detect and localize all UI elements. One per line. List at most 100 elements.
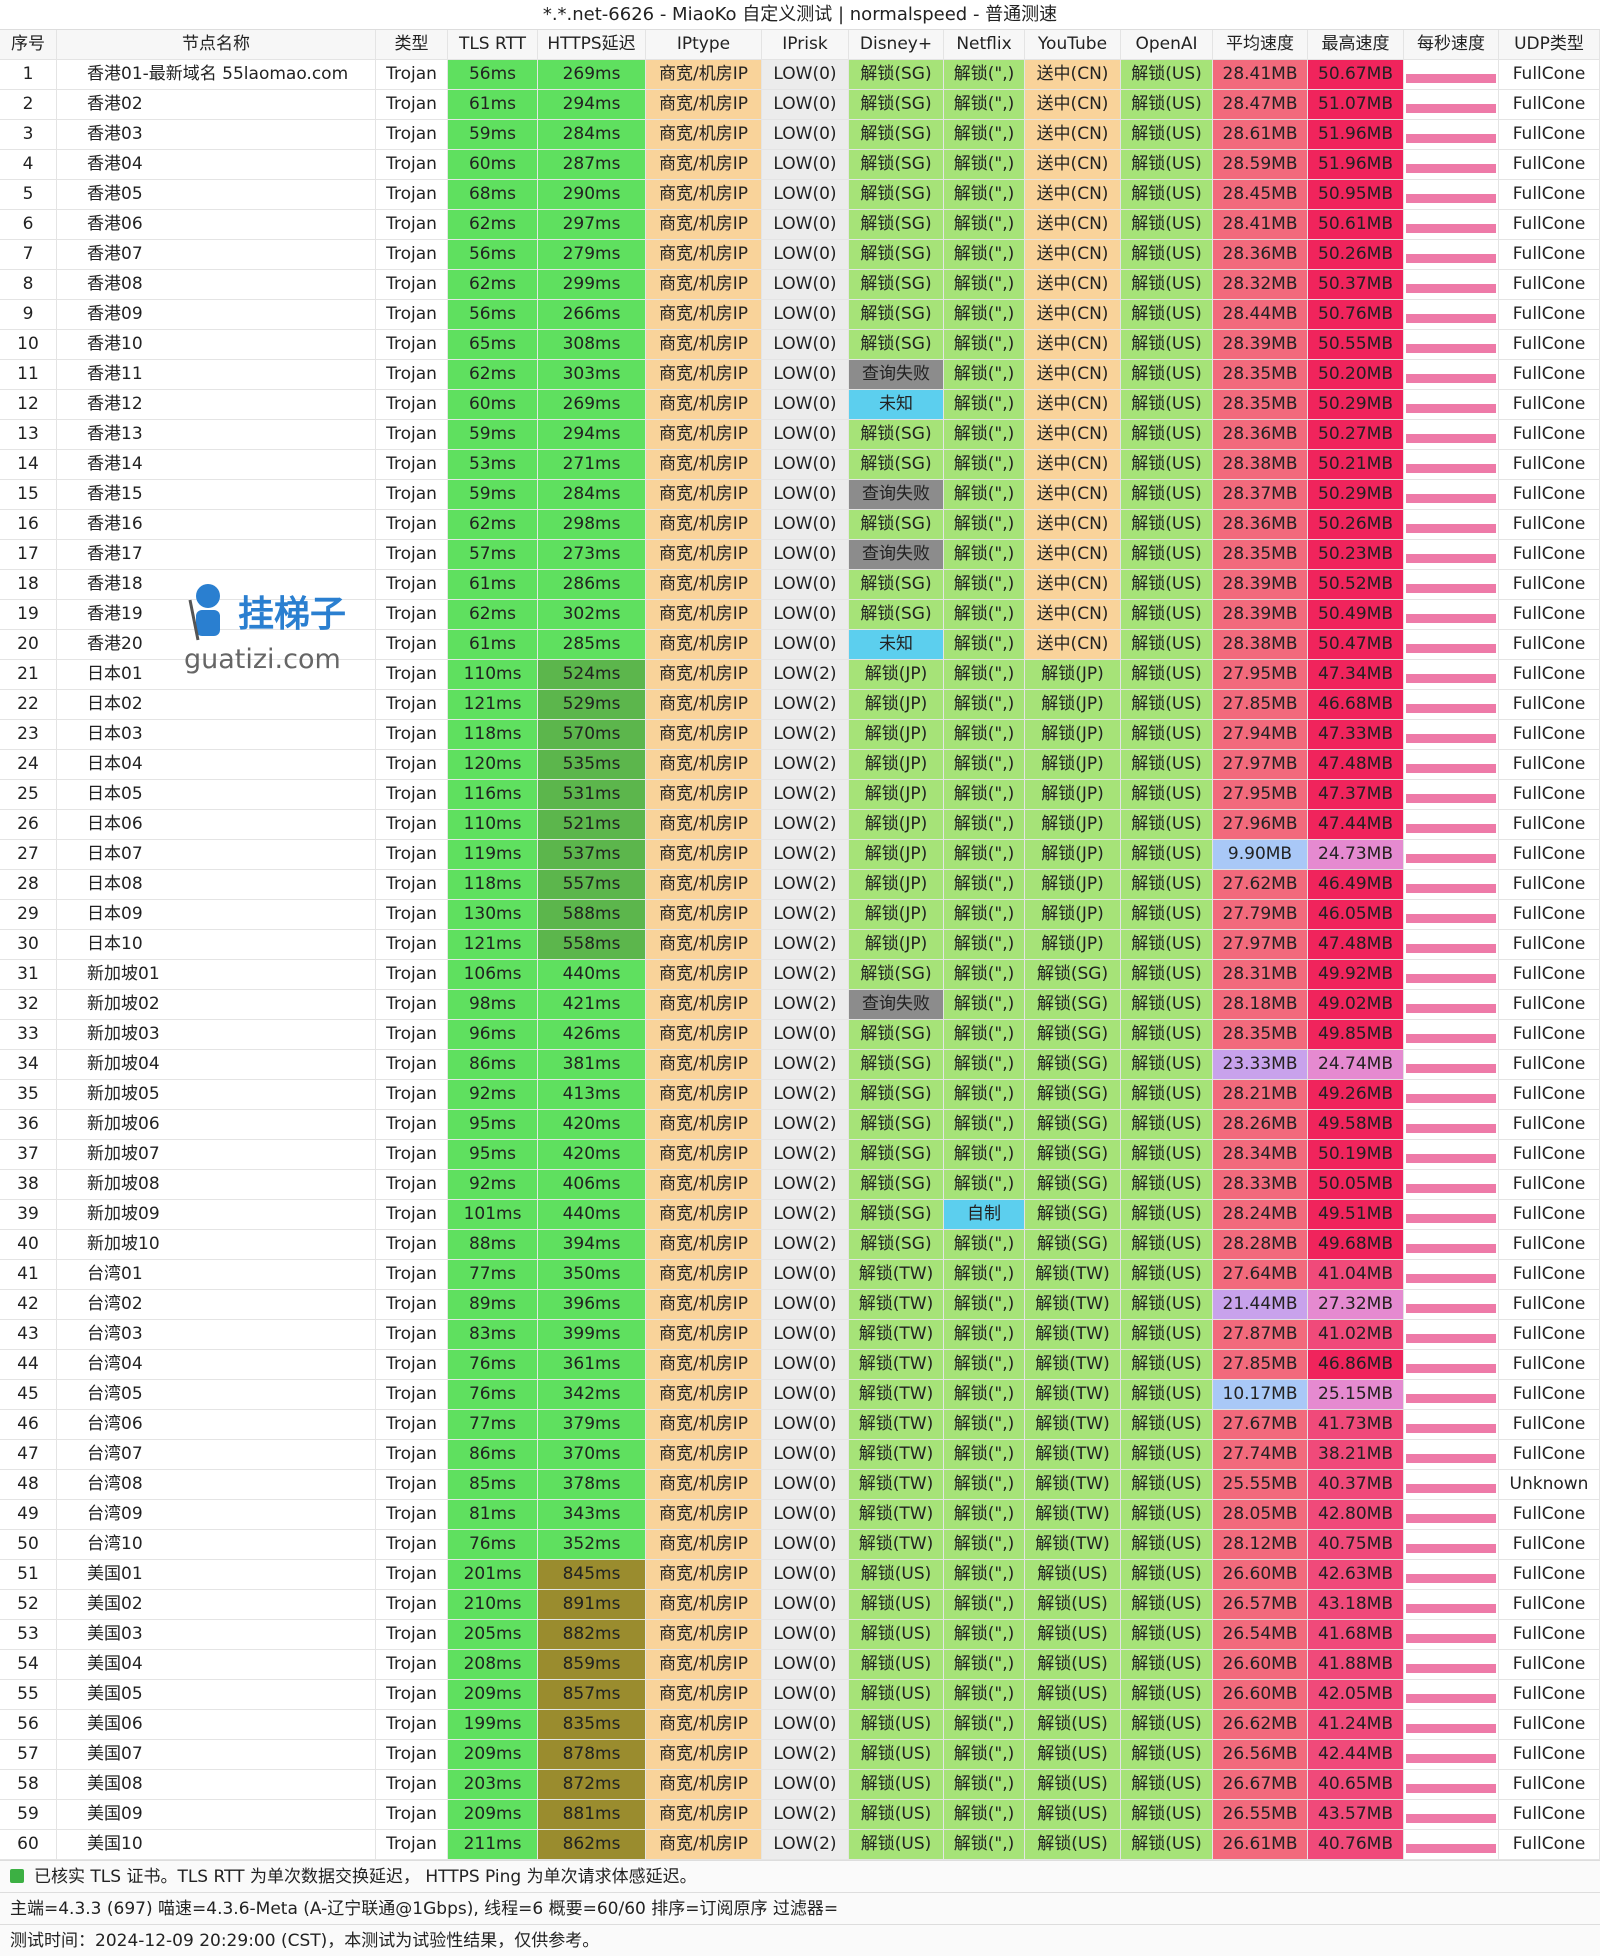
openai-status: 解锁(US)	[1121, 1710, 1213, 1740]
node-type: Trojan	[376, 450, 448, 480]
ip-type: 商宽/机房IP	[646, 1380, 762, 1410]
netflix-status: 解锁(",)	[944, 750, 1025, 780]
disney-status: 解锁(US)	[849, 1740, 944, 1770]
openai-status: 解锁(US)	[1121, 1020, 1213, 1050]
ip-risk: LOW(0)	[762, 480, 849, 510]
https-latency: 558ms	[538, 930, 646, 960]
node-type: Trojan	[376, 270, 448, 300]
udp-type: FullCone	[1499, 1380, 1600, 1410]
tls-rtt: 62ms	[448, 360, 538, 390]
row-index: 27	[0, 840, 57, 870]
netflix-status: 解锁(",)	[944, 300, 1025, 330]
row-index: 52	[0, 1590, 57, 1620]
max-speed: 47.37MB	[1308, 780, 1404, 810]
node-type: Trojan	[376, 1710, 448, 1740]
speed-sparkline	[1404, 1050, 1499, 1080]
max-speed: 49.92MB	[1308, 960, 1404, 990]
speed-sparkline	[1404, 600, 1499, 630]
ip-risk: LOW(2)	[762, 660, 849, 690]
speed-sparkline	[1404, 1140, 1499, 1170]
node-type: Trojan	[376, 1020, 448, 1050]
max-speed: 49.26MB	[1308, 1080, 1404, 1110]
node-type: Trojan	[376, 1650, 448, 1680]
ip-risk: LOW(0)	[762, 240, 849, 270]
disney-status: 解锁(JP)	[849, 930, 944, 960]
youtube-status: 解锁(SG)	[1025, 990, 1121, 1020]
disney-status: 解锁(TW)	[849, 1260, 944, 1290]
sparkline-bar	[1406, 1004, 1496, 1013]
disney-status: 解锁(US)	[849, 1590, 944, 1620]
speed-sparkline	[1404, 1200, 1499, 1230]
ip-risk: LOW(0)	[762, 1500, 849, 1530]
max-speed: 50.23MB	[1308, 540, 1404, 570]
node-type: Trojan	[376, 1530, 448, 1560]
sparkline-bar	[1406, 1484, 1496, 1493]
speed-sparkline	[1404, 1230, 1499, 1260]
max-speed: 47.48MB	[1308, 750, 1404, 780]
max-speed: 38.21MB	[1308, 1440, 1404, 1470]
max-speed: 50.19MB	[1308, 1140, 1404, 1170]
udp-type: FullCone	[1499, 1230, 1600, 1260]
ip-risk: LOW(0)	[762, 1350, 849, 1380]
ip-type: 商宽/机房IP	[646, 600, 762, 630]
https-latency: 343ms	[538, 1500, 646, 1530]
ip-risk: LOW(2)	[762, 720, 849, 750]
tls-rtt: 62ms	[448, 510, 538, 540]
netflix-status: 解锁(",)	[944, 600, 1025, 630]
udp-type: FullCone	[1499, 1710, 1600, 1740]
row-index: 3	[0, 120, 57, 150]
disney-status: 解锁(SG)	[849, 1080, 944, 1110]
max-speed: 43.18MB	[1308, 1590, 1404, 1620]
node-type: Trojan	[376, 900, 448, 930]
disney-status: 解锁(SG)	[849, 1230, 944, 1260]
https-latency: 862ms	[538, 1830, 646, 1860]
check-icon	[10, 1869, 24, 1883]
speed-sparkline	[1404, 810, 1499, 840]
netflix-status: 解锁(",)	[944, 210, 1025, 240]
speed-sparkline	[1404, 750, 1499, 780]
openai-status: 解锁(US)	[1121, 150, 1213, 180]
https-latency: 379ms	[538, 1410, 646, 1440]
https-latency: 420ms	[538, 1110, 646, 1140]
max-speed: 24.73MB	[1308, 840, 1404, 870]
openai-status: 解锁(US)	[1121, 240, 1213, 270]
youtube-status: 解锁(US)	[1025, 1740, 1121, 1770]
netflix-status: 解锁(",)	[944, 1680, 1025, 1710]
row-index: 7	[0, 240, 57, 270]
udp-type: FullCone	[1499, 540, 1600, 570]
max-speed: 46.68MB	[1308, 690, 1404, 720]
udp-type: FullCone	[1499, 300, 1600, 330]
openai-status: 解锁(US)	[1121, 1770, 1213, 1800]
udp-type: FullCone	[1499, 450, 1600, 480]
youtube-status: 解锁(US)	[1025, 1710, 1121, 1740]
openai-status: 解锁(US)	[1121, 1650, 1213, 1680]
disney-status: 解锁(US)	[849, 1770, 944, 1800]
udp-type: FullCone	[1499, 1620, 1600, 1650]
node-name: 香港12	[57, 390, 376, 420]
openai-status: 解锁(US)	[1121, 1290, 1213, 1320]
udp-type: FullCone	[1499, 930, 1600, 960]
openai-status: 解锁(US)	[1121, 300, 1213, 330]
netflix-status: 解锁(",)	[944, 660, 1025, 690]
ip-type: 商宽/机房IP	[646, 1830, 762, 1860]
node-name: 香港02	[57, 90, 376, 120]
speed-sparkline	[1404, 540, 1499, 570]
sparkline-bar	[1406, 1154, 1496, 1163]
sparkline-bar	[1406, 284, 1496, 293]
node-name: 日本06	[57, 810, 376, 840]
udp-type: FullCone	[1499, 570, 1600, 600]
column-header: 节点名称	[57, 30, 376, 60]
youtube-status: 送中(CN)	[1025, 390, 1121, 420]
ip-type: 商宽/机房IP	[646, 1110, 762, 1140]
ip-type: 商宽/机房IP	[646, 210, 762, 240]
ip-type: 商宽/机房IP	[646, 1620, 762, 1650]
max-speed: 46.49MB	[1308, 870, 1404, 900]
sparkline-bar	[1406, 1634, 1496, 1643]
ip-type: 商宽/机房IP	[646, 570, 762, 600]
netflix-status: 解锁(",)	[944, 1350, 1025, 1380]
speed-sparkline	[1404, 1830, 1499, 1860]
youtube-status: 解锁(JP)	[1025, 870, 1121, 900]
https-latency: 350ms	[538, 1260, 646, 1290]
udp-type: FullCone	[1499, 1350, 1600, 1380]
